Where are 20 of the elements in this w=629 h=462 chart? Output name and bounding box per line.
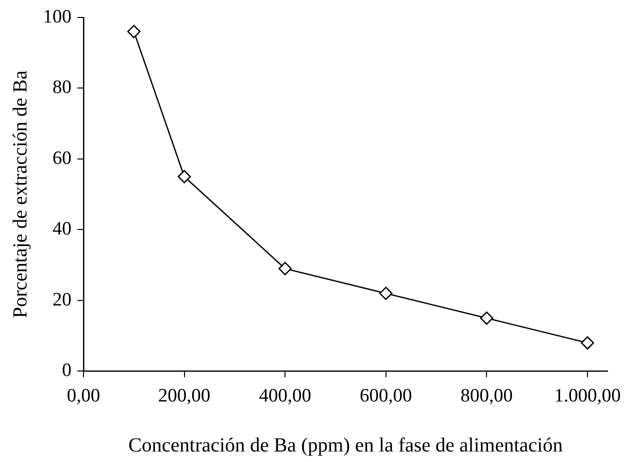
y-tick-label: 40 (52, 218, 72, 240)
x-tick-label: 200,00 (158, 386, 210, 407)
x-tick-label: 0,00 (66, 386, 100, 407)
x-tick-label: 800,00 (460, 386, 513, 407)
y-tick-label: 20 (52, 289, 72, 310)
y-axis-title: Porcentaje de extracción de Ba (9, 70, 32, 318)
point (379, 286, 393, 300)
point (580, 336, 594, 350)
y-tick-label: 100 (43, 6, 72, 28)
x-axis-title: Concentración de Ba (ppm) en la fase de alimentación (128, 434, 563, 456)
point (178, 170, 191, 184)
x-tick-label: 600,00 (360, 386, 412, 407)
x-tick-label: 400,00 (258, 386, 312, 407)
point (127, 24, 141, 38)
point (480, 311, 494, 325)
y-tick-label: 0 (62, 360, 72, 382)
y-tick-label: 80 (52, 77, 72, 98)
y-tick-label: 60 (52, 148, 72, 169)
x-tick-label: 1.000,00 (554, 386, 621, 407)
point (278, 262, 292, 276)
